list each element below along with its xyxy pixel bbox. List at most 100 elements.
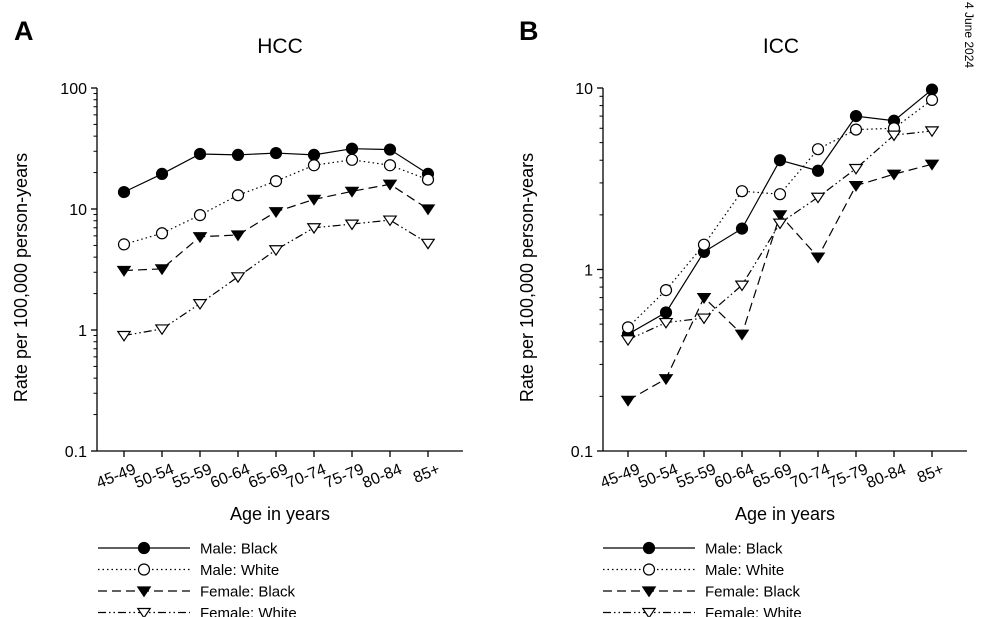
data-point (307, 159, 321, 172)
data-point (231, 189, 245, 202)
panel-hcc: AHCC0.111010045-4950-5455-5960-6465-6970… (11, 16, 463, 617)
data-point (155, 227, 169, 240)
data-point (659, 306, 673, 319)
legend-label: Male: Black (200, 541, 278, 558)
data-point (117, 185, 131, 199)
data-point (116, 265, 132, 277)
legend: Male: Black Male: White Female: Black Femal… (603, 541, 802, 617)
legend-label: Female: White (200, 605, 297, 617)
data-point (344, 219, 360, 231)
data-point (117, 238, 131, 251)
x-axis-label: Age in years (230, 504, 330, 524)
y-tick-label: 100 (60, 81, 87, 98)
legend-marker (641, 586, 657, 598)
panel-letter: B (519, 16, 539, 46)
data-point (925, 83, 939, 96)
data-point (345, 142, 359, 155)
data-point (155, 167, 169, 181)
y-axis-label: Rate per 100,000 person-years (11, 153, 31, 402)
data-point (886, 169, 902, 181)
legend: Male: Black Male: White Female: Black Femal… (98, 541, 297, 617)
data-point (924, 126, 940, 138)
data-point (848, 163, 864, 175)
data-point (154, 264, 170, 276)
data-point (620, 395, 636, 407)
legend-marker (641, 607, 657, 617)
data-point (772, 210, 788, 222)
panel-icc: BICC0.111045-4950-5455-5960-6465-6970-74… (517, 16, 967, 617)
data-point (772, 218, 788, 230)
data-point (268, 207, 284, 219)
data-point (231, 148, 245, 161)
legend-label: Male: White (705, 562, 784, 579)
x-tick-label: 85+ (915, 461, 947, 487)
legend-marker (136, 607, 152, 617)
data-point (735, 185, 749, 198)
data-point (734, 280, 750, 292)
data-point (383, 159, 397, 172)
series-male-black (117, 142, 435, 199)
panel-letter: A (14, 16, 34, 46)
data-point (811, 143, 825, 156)
data-point (848, 180, 864, 192)
data-point (924, 159, 940, 171)
data-point (307, 148, 321, 161)
data-point (306, 194, 322, 206)
legend-label: Female: Black (200, 584, 296, 601)
x-tick-label: 80-84 (360, 461, 404, 492)
data-point (193, 209, 207, 222)
y-tick-label: 0.1 (571, 444, 593, 461)
data-point (345, 153, 359, 166)
y-tick-label: 1 (584, 263, 593, 280)
data-point (269, 175, 283, 188)
y-axis-label: Rate per 100,000 person-years (517, 153, 537, 402)
data-point (697, 238, 711, 251)
data-point (306, 223, 322, 235)
data-point (383, 143, 397, 156)
legend-label: Female: Black (705, 584, 801, 601)
data-point (849, 110, 863, 123)
data-point (659, 284, 673, 297)
data-point (773, 188, 787, 201)
data-point (621, 321, 635, 334)
y-tick-label: 10 (69, 202, 87, 219)
chart-title: ICC (763, 35, 799, 58)
data-point (230, 230, 246, 242)
data-point (269, 146, 283, 160)
data-point (154, 324, 170, 336)
data-point (420, 238, 436, 250)
data-point (382, 215, 398, 227)
data-point (773, 154, 787, 167)
legend-label: Female: White (705, 605, 802, 617)
data-point (810, 192, 826, 204)
data-point (230, 272, 246, 284)
data-point (811, 164, 825, 177)
data-point (658, 374, 674, 386)
legend-marker (137, 541, 151, 555)
series-female-black (116, 179, 436, 277)
y-tick-label: 0.1 (65, 444, 87, 461)
x-axis-label: Age in years (735, 504, 835, 524)
data-point (810, 252, 826, 264)
series-female-white (620, 126, 940, 347)
data-point (735, 222, 749, 235)
y-tick-label: 10 (575, 81, 593, 98)
legend-marker (136, 586, 152, 598)
data-point (192, 299, 208, 311)
data-point (849, 123, 863, 136)
y-tick-label: 1 (78, 323, 87, 340)
data-point (344, 186, 360, 198)
data-point (116, 330, 132, 342)
series-line (123, 219, 429, 337)
series-line (123, 183, 429, 272)
legend-marker (642, 541, 656, 555)
series-male-white (117, 153, 435, 251)
x-tick-label: 85+ (411, 461, 443, 487)
series-female-white (116, 215, 436, 342)
corner-text: 4 June 2024 (962, 2, 976, 68)
data-point (420, 204, 436, 216)
legend-label: Male: White (200, 562, 279, 579)
legend-marker (642, 563, 656, 576)
data-point (421, 173, 435, 186)
